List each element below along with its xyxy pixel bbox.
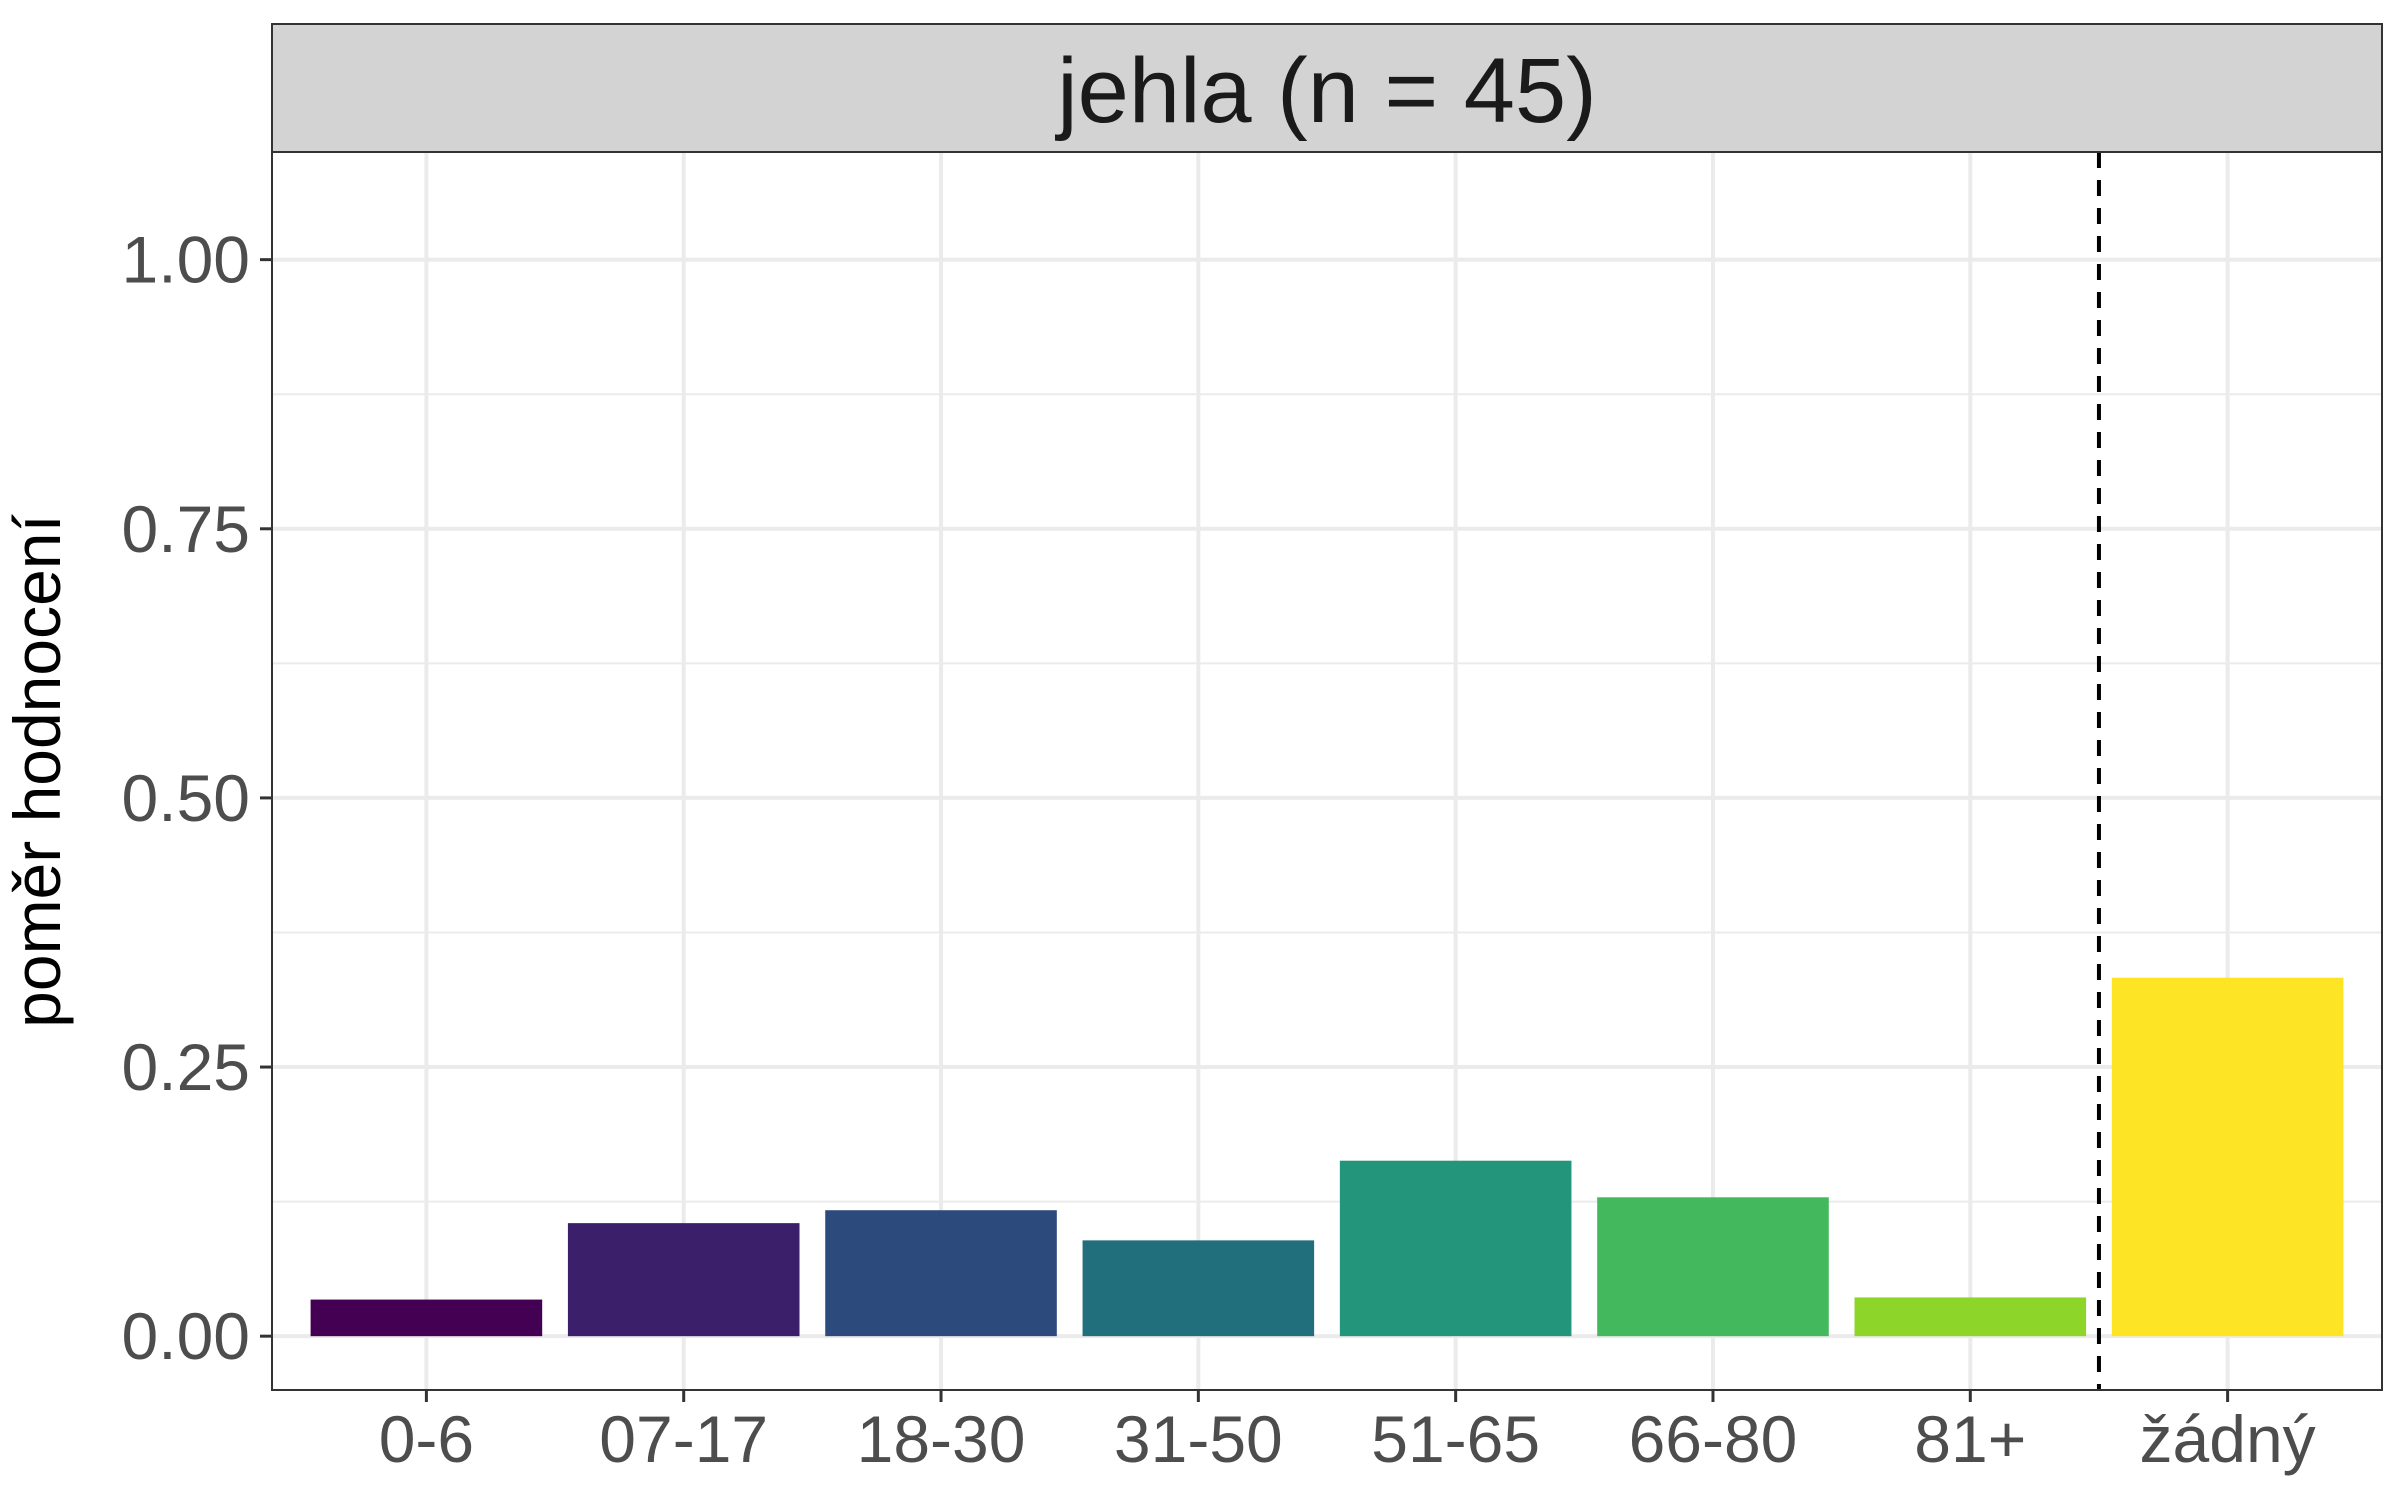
- bar-07-17: [567, 1223, 800, 1337]
- x-tick-label: 51-65: [1371, 1402, 1540, 1476]
- strip-background: [271, 23, 2383, 153]
- y-tick-label: 0.25: [122, 1030, 250, 1104]
- bar-66-80: [1597, 1197, 1829, 1337]
- y-tick-label: 1.00: [122, 223, 250, 297]
- bars: [310, 977, 2344, 1337]
- bar-51-65: [1339, 1160, 1572, 1337]
- x-tick-label: 18-30: [857, 1402, 1026, 1476]
- y-tick-label: 0.00: [122, 1299, 250, 1373]
- panel-border: [271, 151, 2383, 1391]
- x-tick-label: žádný: [2140, 1402, 2316, 1476]
- x-tick-label: 81+: [1914, 1402, 2026, 1476]
- x-tick-label: 31-50: [1114, 1402, 1283, 1476]
- grid-lines: [272, 152, 2382, 1390]
- x-tick-label: 07-17: [599, 1402, 768, 1476]
- bar-žádný: [2111, 977, 2344, 1337]
- bar-18-30: [825, 1210, 1057, 1337]
- panel-background: [272, 152, 2382, 1390]
- y-tick-label: 0.50: [122, 761, 250, 835]
- bar-0-6: [310, 1299, 543, 1337]
- x-axis: 0-6 07-17 18-30 31-50 51-65 66-80 81+ žádný: [379, 1390, 2316, 1476]
- y-axis-title: poměr hodnocení: [0, 513, 74, 1027]
- bar-31-50: [1082, 1240, 1315, 1337]
- x-tick-label: 0-6: [379, 1402, 474, 1476]
- y-axis: 0.00 0.25 0.50 0.75 1.00: [122, 223, 272, 1373]
- chart-title: jehla (n = 45): [1054, 40, 1597, 142]
- x-tick-label: 66-80: [1629, 1402, 1798, 1476]
- bar-81+: [1854, 1297, 2087, 1337]
- y-tick-label: 0.75: [122, 492, 250, 566]
